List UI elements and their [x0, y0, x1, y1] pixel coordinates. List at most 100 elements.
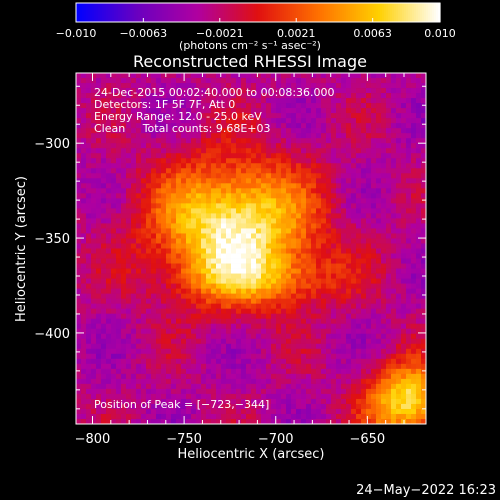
heatmap-cell — [316, 118, 322, 124]
heatmap-cell — [221, 213, 227, 219]
heatmap-cell — [206, 413, 212, 420]
heatmap-cell — [281, 248, 287, 254]
heatmap-cell — [161, 178, 167, 184]
heatmap-cell — [306, 173, 312, 179]
heatmap-cell — [341, 338, 347, 345]
heatmap-cell — [196, 163, 202, 169]
heatmap-cell — [401, 318, 407, 325]
heatmap-cell — [311, 108, 317, 114]
heatmap-cell — [391, 263, 397, 269]
heatmap-cell — [396, 198, 402, 204]
heatmap-cell — [261, 83, 267, 89]
heatmap-cell — [111, 213, 117, 219]
heatmap-cell — [386, 343, 392, 350]
heatmap-cell — [236, 228, 242, 234]
heatmap-cell — [331, 93, 337, 99]
heatmap-cell — [251, 148, 257, 154]
heatmap-cell — [236, 383, 242, 390]
heatmap-cell — [321, 148, 327, 154]
heatmap-cell — [136, 368, 142, 375]
heatmap-cell — [326, 163, 332, 169]
heatmap-cell — [326, 403, 332, 410]
heatmap-cell — [326, 118, 332, 124]
heatmap-cell — [361, 383, 367, 390]
heatmap-cell — [76, 318, 82, 325]
heatmap-cell — [91, 188, 97, 194]
heatmap-cell — [161, 303, 167, 310]
heatmap-cell — [101, 313, 107, 320]
heatmap-cell — [96, 408, 102, 415]
heatmap-cell — [176, 178, 182, 184]
heatmap-cell — [211, 163, 217, 169]
heatmap-cell — [306, 228, 312, 234]
colorbar-swatch — [272, 3, 275, 22]
heatmap-cell — [256, 273, 262, 279]
heatmap-cell — [181, 93, 187, 99]
heatmap-cell — [116, 398, 122, 405]
heatmap-cell — [206, 78, 212, 84]
heatmap-cell — [401, 308, 407, 315]
heatmap-cell — [321, 393, 327, 400]
heatmap-cell — [311, 248, 317, 254]
heatmap-cell — [391, 238, 397, 244]
heatmap-cell — [116, 163, 122, 169]
heatmap-cell — [296, 213, 302, 219]
heatmap-cell — [171, 408, 177, 415]
heatmap-cell — [121, 148, 127, 154]
heatmap-cell — [221, 153, 227, 159]
heatmap-cell — [226, 298, 232, 305]
heatmap-cell — [151, 318, 157, 325]
heatmap-cell — [246, 133, 252, 139]
heatmap-cell — [331, 398, 337, 405]
colorbar-swatch — [136, 3, 139, 22]
heatmap-cell — [136, 118, 142, 124]
heatmap-cell — [276, 203, 282, 209]
heatmap-cell — [106, 263, 112, 269]
heatmap-cell — [401, 143, 407, 149]
heatmap-cell — [301, 268, 307, 274]
heatmap-cell — [81, 318, 87, 325]
heatmap-cell — [226, 208, 232, 214]
heatmap-cell — [396, 118, 402, 124]
heatmap-cell — [291, 218, 297, 224]
heatmap-cell — [111, 103, 117, 109]
heatmap-cell — [281, 303, 287, 310]
heatmap-cell — [366, 243, 372, 249]
heatmap-cell — [421, 243, 427, 249]
heatmap-cell — [186, 173, 192, 179]
heatmap-cell — [236, 338, 242, 345]
heatmap-cell — [411, 203, 417, 209]
heatmap-cell — [121, 293, 127, 300]
heatmap-cell — [351, 258, 357, 264]
heatmap-cell — [206, 263, 212, 269]
heatmap-cell — [276, 408, 282, 415]
heatmap-cell — [231, 288, 237, 295]
heatmap-cell — [231, 83, 237, 89]
heatmap-cell — [356, 403, 362, 410]
colorbar-swatch — [142, 3, 145, 22]
heatmap-cell — [246, 108, 252, 114]
heatmap-cell — [86, 78, 92, 84]
heatmap-cell — [416, 328, 422, 335]
heatmap-cell — [226, 88, 232, 94]
heatmap-cell — [96, 198, 102, 204]
heatmap-cell — [201, 198, 207, 204]
heatmap-cell — [216, 298, 222, 305]
heatmap-cell — [171, 268, 177, 274]
heatmap-cell — [346, 258, 352, 264]
heatmap-cell — [166, 113, 172, 119]
heatmap-cell — [171, 218, 177, 224]
heatmap-cell — [261, 73, 267, 79]
heatmap-cell — [326, 133, 332, 139]
heatmap-cell — [361, 168, 367, 174]
heatmap-cell — [391, 388, 397, 395]
heatmap-cell — [191, 163, 197, 169]
heatmap-cell — [91, 168, 97, 174]
heatmap-cell — [241, 108, 247, 114]
heatmap-cell — [151, 308, 157, 315]
heatmap-cell — [151, 358, 157, 365]
heatmap-cell — [116, 403, 122, 410]
heatmap-cell — [376, 88, 382, 94]
heatmap-cell — [76, 323, 82, 330]
heatmap-cell — [111, 318, 117, 325]
